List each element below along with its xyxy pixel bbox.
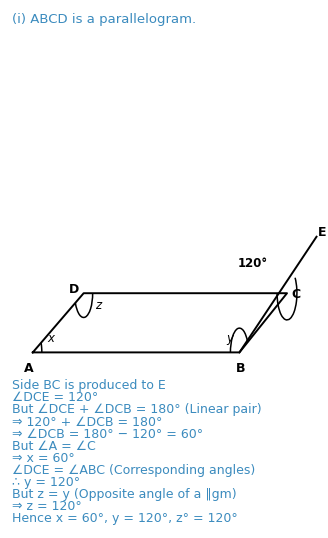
Text: (i) ABCD is a parallelogram.: (i) ABCD is a parallelogram. [12, 13, 196, 26]
Text: ⇒ z = 120°: ⇒ z = 120° [12, 500, 82, 513]
Text: C: C [291, 288, 300, 301]
Text: But ∠DCE + ∠DCB = 180° (Linear pair): But ∠DCE + ∠DCB = 180° (Linear pair) [12, 404, 262, 416]
Text: A: A [24, 362, 33, 374]
Text: Hence x = 60°, y = 120°, z° = 120°: Hence x = 60°, y = 120°, z° = 120° [12, 512, 238, 526]
Text: 120°: 120° [238, 257, 268, 270]
Text: ⇒ ∠DCB = 180° − 120° = 60°: ⇒ ∠DCB = 180° − 120° = 60° [12, 428, 204, 441]
Text: z: z [95, 299, 101, 312]
Text: Side BC is produced to E: Side BC is produced to E [12, 379, 166, 392]
Text: But ∠A = ∠C: But ∠A = ∠C [12, 440, 96, 453]
Text: D: D [69, 283, 79, 296]
Text: ∠DCE = 120°: ∠DCE = 120° [12, 392, 99, 405]
Text: y: y [226, 332, 233, 345]
Text: E: E [318, 226, 326, 239]
Text: But z = y (Opposite angle of a ‖gm): But z = y (Opposite angle of a ‖gm) [12, 489, 237, 501]
Text: B: B [236, 362, 245, 374]
Text: ⇒ x = 60°: ⇒ x = 60° [12, 452, 75, 465]
Text: ⇒ 120° + ∠DCB = 180°: ⇒ 120° + ∠DCB = 180° [12, 415, 163, 429]
Text: x: x [48, 332, 54, 345]
Text: ∴ y = 120°: ∴ y = 120° [12, 476, 81, 489]
Text: ∠DCE = ∠ABC (Corresponding angles): ∠DCE = ∠ABC (Corresponding angles) [12, 464, 256, 477]
